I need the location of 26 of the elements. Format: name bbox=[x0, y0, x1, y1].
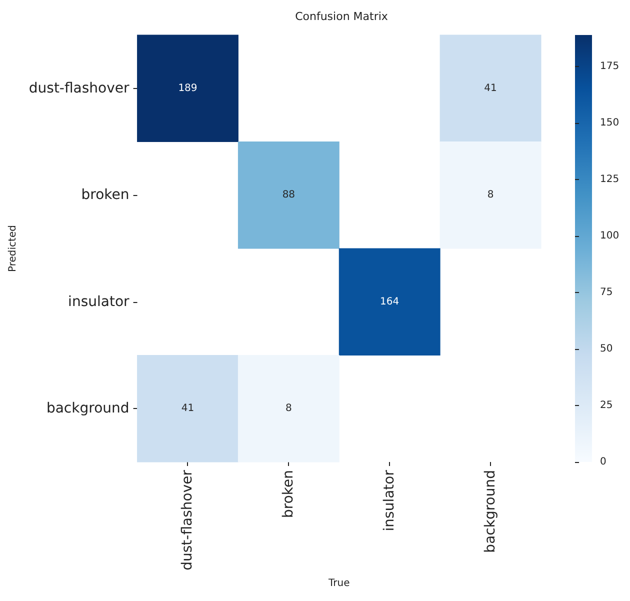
color-bar-label: 25 bbox=[600, 400, 613, 412]
y-tick-label: broken bbox=[81, 187, 130, 204]
data-label: 41 bbox=[484, 82, 497, 94]
data-label: 8 bbox=[487, 190, 494, 201]
x-tick-label: insulator bbox=[382, 470, 398, 532]
data-label: 41 bbox=[181, 403, 194, 414]
color-bar-label: 0 bbox=[600, 456, 606, 468]
y-tick-label: background bbox=[46, 400, 130, 417]
data-label: 189 bbox=[178, 82, 198, 94]
color-bar-label: 125 bbox=[600, 174, 620, 186]
color-bar-label: 50 bbox=[600, 344, 613, 355]
chart-title: Confusion Matrix bbox=[295, 10, 388, 23]
y-axis-title: Predicted bbox=[8, 225, 18, 272]
data-label: 164 bbox=[380, 296, 400, 308]
data-label: 8 bbox=[285, 403, 292, 414]
x-tick-label: broken bbox=[280, 470, 297, 518]
y-tick-label: insulator bbox=[68, 294, 130, 310]
color-bar-label: 175 bbox=[600, 61, 620, 72]
color-bar-label: 150 bbox=[600, 118, 620, 129]
x-tick-label: background bbox=[482, 470, 499, 553]
color-bar-label: 75 bbox=[600, 287, 613, 298]
data-label: 88 bbox=[282, 190, 296, 201]
y-tick-label: dust-flashover bbox=[28, 80, 130, 96]
color-bar-label: 100 bbox=[600, 230, 620, 242]
x-axis-title: True bbox=[328, 578, 350, 589]
x-tick-label: dust-flashover bbox=[180, 470, 196, 570]
